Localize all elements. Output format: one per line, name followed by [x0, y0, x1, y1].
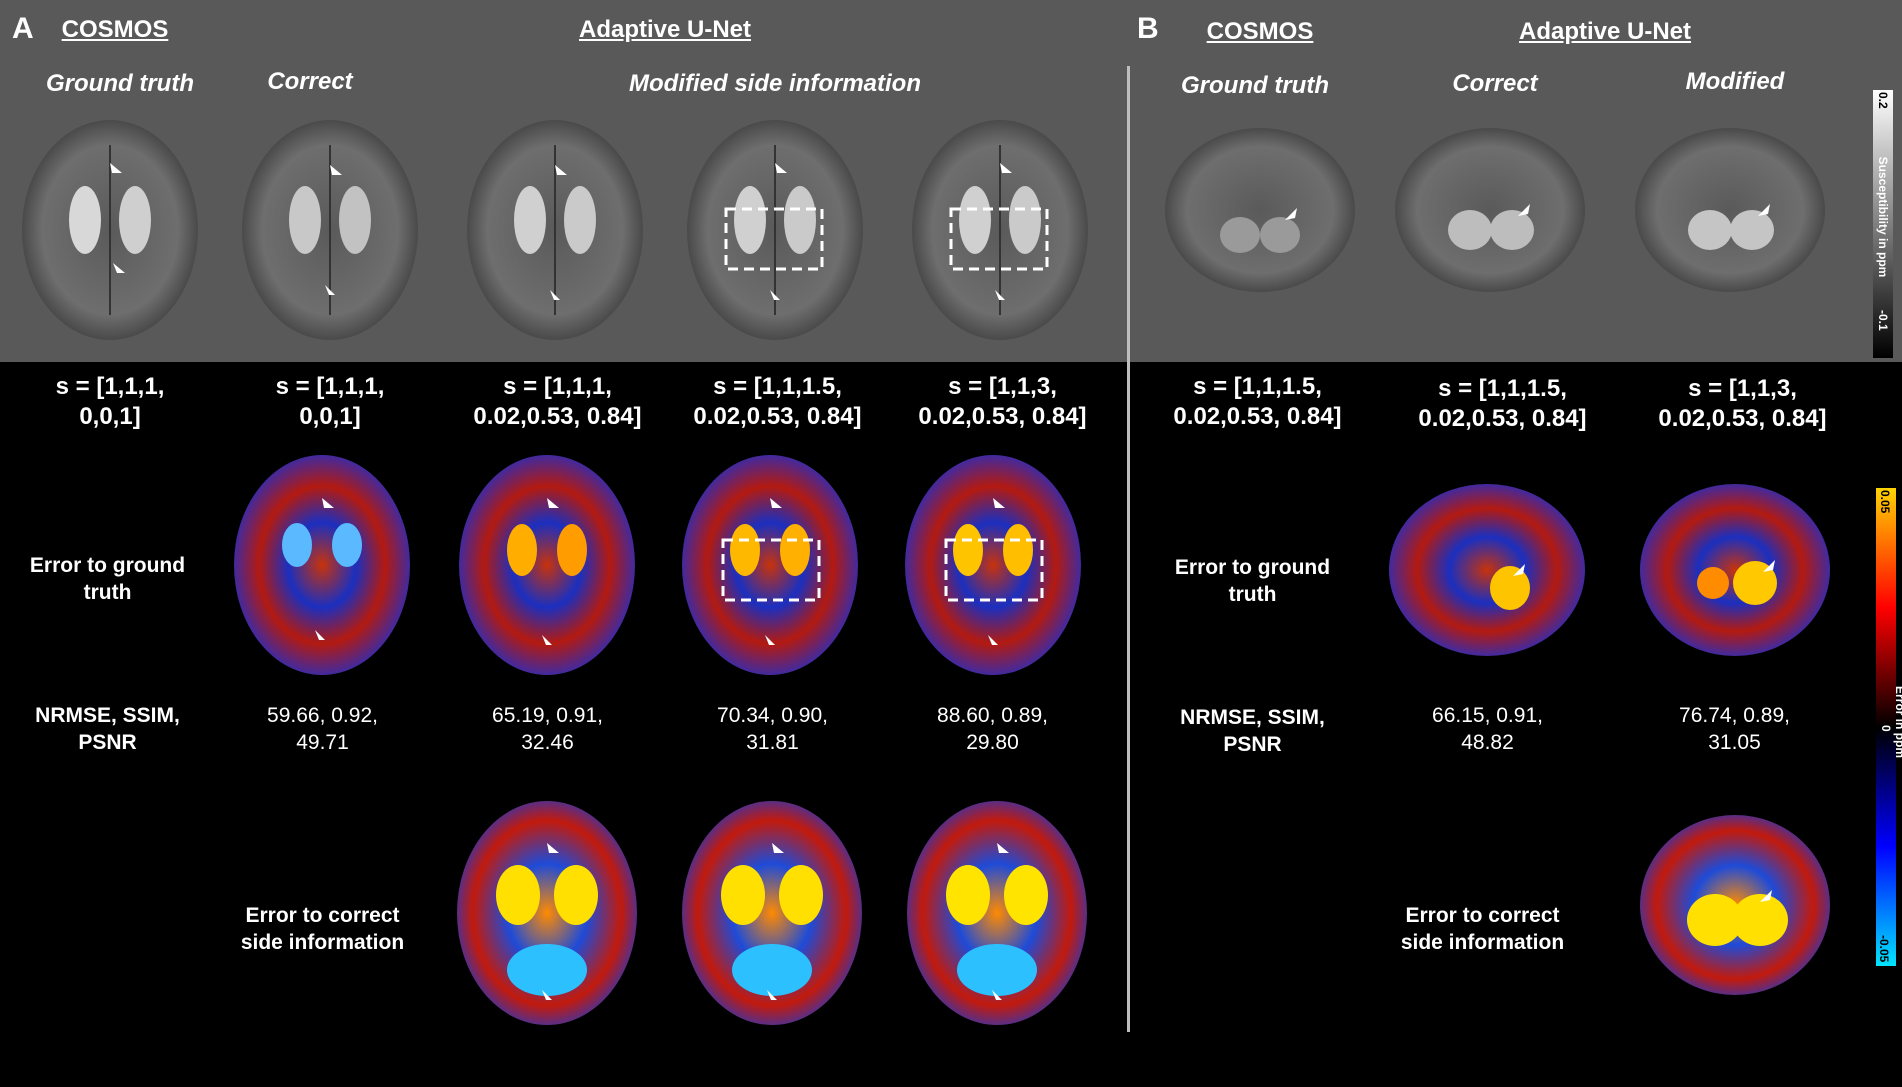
error-image-a-mod2 — [675, 450, 865, 680]
colorbar-error-mid: 0 — [1879, 725, 1893, 732]
s-label-b-2: s = [1,1,1.5, 0.02,0.53, 0.84] — [1418, 375, 1587, 432]
brain-image-b-gt — [1160, 120, 1360, 295]
metric-a-correct: 59.66, 0.92, 49.71 — [267, 704, 378, 754]
panel-b-letter: B — [1137, 12, 1159, 45]
panel-divider — [1127, 66, 1130, 1032]
colorbar-error-title: Error in ppm — [1893, 685, 1902, 758]
s-label-a-3: s = [1,1,1, 0.02,0.53, 0.84] — [473, 373, 642, 430]
row-label-a-error-correct: Error to correct side information — [240, 904, 405, 954]
error-image-b-correct — [1385, 478, 1590, 660]
error-image-a-mod1 — [452, 450, 642, 680]
panel-b-sub-modified: Modified — [1685, 68, 1785, 95]
colorbar-gray — [1873, 90, 1893, 358]
s-label-b-3: s = [1,1,3, 0.02,0.53, 0.84] — [1658, 375, 1827, 432]
brain-image-a-mod2 — [680, 115, 870, 345]
error-image-b-modified — [1635, 478, 1835, 660]
metric-a-mod1: 65.19, 0.91, 32.46 — [492, 704, 603, 754]
s-label-a-2: s = [1,1,1, 0,0,1] — [275, 373, 385, 430]
error-correct-image-a-mod1 — [450, 795, 645, 1030]
brain-image-a-mod3 — [905, 115, 1095, 345]
panel-a-sub-correct: Correct — [267, 68, 353, 95]
panel-a-cosmos-header: COSMOS — [61, 16, 169, 43]
s-label-a-1: s = [1,1,1, 0,0,1] — [55, 373, 165, 430]
panel-b-sub-correct: Correct — [1452, 70, 1538, 97]
panel-b-sub-ground-truth: Ground truth — [1181, 72, 1329, 99]
brain-image-b-modified — [1630, 120, 1830, 295]
colorbar-error-max: 0.05 — [1878, 490, 1892, 514]
colorbar-error-min: -0.05 — [1877, 935, 1891, 963]
error-correct-image-a-mod3 — [900, 795, 1095, 1030]
metric-b-modified: 76.74, 0.89, 31.05 — [1679, 704, 1790, 754]
error-correct-image-a-mod2 — [675, 795, 870, 1030]
error-image-a-mod3 — [898, 450, 1088, 680]
colorbar-gray-min: -0.1 — [1876, 310, 1890, 331]
metric-a-mod2: 70.34, 0.90, 31.81 — [717, 704, 828, 754]
brain-image-a-mod1 — [460, 115, 650, 345]
error-image-a-correct — [227, 450, 417, 680]
s-label-b-1: s = [1,1,1.5, 0.02,0.53, 0.84] — [1173, 373, 1342, 430]
error-correct-image-b-modified — [1635, 810, 1835, 1000]
metric-a-mod3: 88.60, 0.89, 29.80 — [937, 704, 1048, 754]
brain-image-a-gt — [15, 115, 205, 345]
row-label-a-error-gt: Error to ground truth — [29, 554, 186, 604]
metric-b-correct: 66.15, 0.91, 48.82 — [1432, 704, 1543, 754]
brain-image-a-correct — [235, 115, 425, 345]
colorbar-gray-max: 0.2 — [1876, 92, 1890, 109]
panel-b-cosmos-header: COSMOS — [1206, 18, 1314, 45]
panel-b-unet-header: Adaptive U-Net — [1518, 18, 1692, 45]
brain-image-b-correct — [1390, 120, 1590, 295]
panel-a-sub-ground-truth: Ground truth — [46, 70, 194, 97]
row-label-a-metrics: NRMSE, SSIM, PSNR — [35, 704, 180, 754]
row-label-b-error-correct: Error to correct side information — [1400, 904, 1565, 954]
row-label-b-metrics: NRMSE, SSIM, PSNR — [1180, 706, 1325, 756]
colorbar-error — [1876, 488, 1896, 966]
panel-a-unet-header: Adaptive U-Net — [578, 16, 752, 43]
panel-a-sub-modified: Modified side information — [629, 70, 921, 97]
s-label-a-4: s = [1,1,1.5, 0.02,0.53, 0.84] — [693, 373, 862, 430]
colorbar-gray-title: Susceptibility in ppm — [1876, 156, 1890, 278]
s-label-a-5: s = [1,1,3, 0.02,0.53, 0.84] — [918, 373, 1087, 430]
row-label-b-error-gt: Error to ground truth — [1174, 556, 1331, 606]
panel-a-letter: A — [12, 12, 34, 45]
